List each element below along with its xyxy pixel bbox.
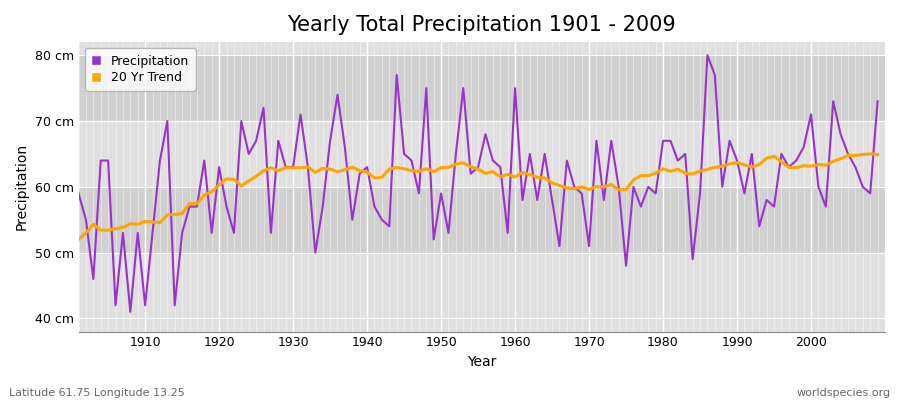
20 Yr Trend <box>295 165 306 170</box>
Precipitation <box>302 165 313 170</box>
20 Yr Trend <box>73 237 84 242</box>
Legend: Precipitation, 20 Yr Trend: Precipitation, 20 Yr Trend <box>85 48 195 91</box>
Precipitation <box>872 99 883 104</box>
Precipitation <box>518 198 528 202</box>
Text: worldspecies.org: worldspecies.org <box>796 388 891 398</box>
Precipitation <box>125 310 136 314</box>
Precipitation <box>509 86 520 90</box>
20 Yr Trend <box>132 222 143 227</box>
20 Yr Trend <box>598 184 609 189</box>
Title: Yearly Total Precipitation 1901 - 2009: Yearly Total Precipitation 1901 - 2009 <box>287 15 676 35</box>
Bar <box>78 253 885 318</box>
Line: 20 Yr Trend: 20 Yr Trend <box>78 154 878 240</box>
20 Yr Trend <box>865 152 876 156</box>
20 Yr Trend <box>509 174 520 179</box>
20 Yr Trend <box>339 167 350 172</box>
20 Yr Trend <box>872 152 883 157</box>
Precipitation <box>702 53 713 58</box>
Text: Latitude 61.75 Longitude 13.25: Latitude 61.75 Longitude 13.25 <box>9 388 184 398</box>
Line: Precipitation: Precipitation <box>78 55 878 312</box>
Bar <box>78 121 885 187</box>
X-axis label: Year: Year <box>467 355 497 369</box>
Precipitation <box>346 217 357 222</box>
20 Yr Trend <box>502 172 513 177</box>
Precipitation <box>140 303 150 308</box>
Precipitation <box>606 138 616 143</box>
Bar <box>78 55 885 121</box>
Y-axis label: Precipitation: Precipitation <box>15 143 29 230</box>
Bar <box>78 187 885 253</box>
Precipitation <box>73 191 84 196</box>
